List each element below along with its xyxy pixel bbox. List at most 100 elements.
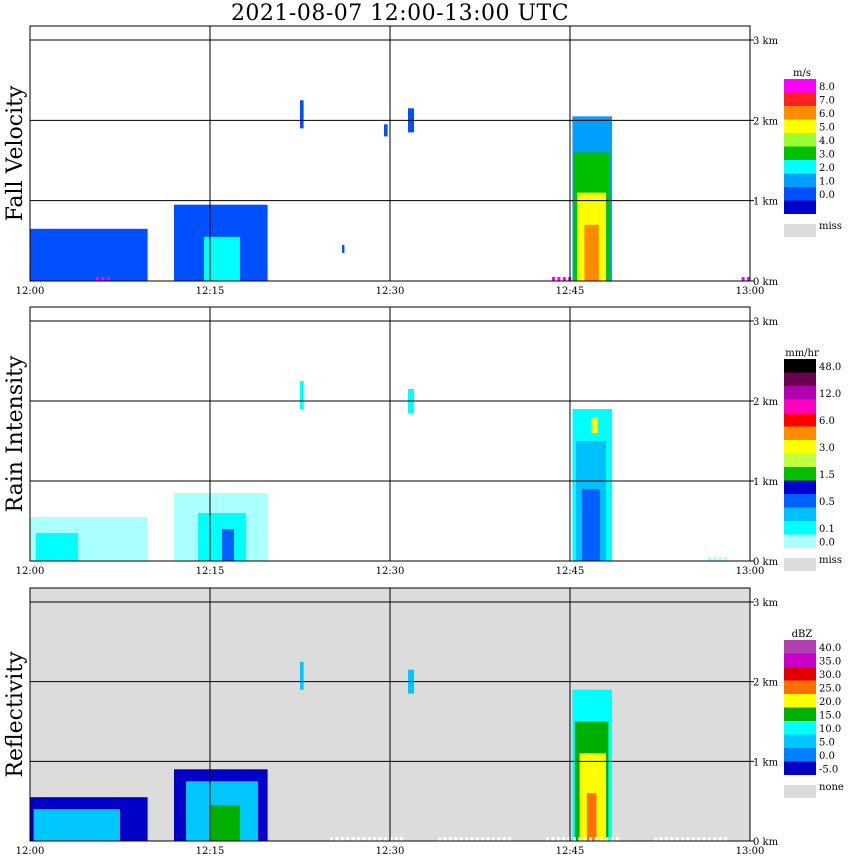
- surface-speckle: [610, 837, 614, 841]
- echo-cell: [30, 228, 148, 281]
- legend-label: 15.0: [819, 711, 841, 722]
- surface-speckle: [373, 837, 377, 841]
- echo-cell: [384, 124, 388, 137]
- surface-speckle: [670, 837, 674, 841]
- surface-speckle: [508, 837, 512, 841]
- surface-speckle: [486, 837, 490, 841]
- echo-cell: [204, 236, 240, 281]
- y-tick-label: 0 km: [753, 277, 779, 288]
- surface-speckle: [724, 837, 728, 841]
- legend-label: 0.0: [819, 190, 835, 201]
- y-tick-label: 1 km: [753, 757, 779, 768]
- surface-speckle: [718, 837, 722, 841]
- surface-speckle: [384, 837, 387, 841]
- surface-speckle: [578, 837, 582, 841]
- legend-label: 5.0: [819, 738, 835, 749]
- surface-speckle: [583, 837, 587, 841]
- legend-swatch: [784, 480, 816, 494]
- legend-swatch: [784, 534, 816, 548]
- y-tick-label: 3 km: [753, 36, 779, 47]
- surface-speckle: [443, 837, 447, 841]
- surface-speckle: [459, 837, 463, 841]
- surface-speckle: [492, 837, 495, 841]
- legend-miss-swatch: [784, 224, 816, 237]
- surface-speckle: [573, 837, 576, 841]
- surface-speckle: [502, 837, 506, 841]
- legend-label: 3.0: [819, 150, 835, 161]
- legend-swatch: [784, 440, 816, 454]
- legend-miss-label: none: [819, 782, 844, 793]
- surface-speckle: [475, 837, 479, 841]
- legend-label: 25.0: [819, 684, 841, 695]
- x-tick-label: 12:00: [16, 846, 45, 857]
- y-tick-label: 1 km: [753, 477, 779, 488]
- y-tick-label: 0 km: [753, 837, 779, 848]
- y-tick-label: 0 km: [753, 557, 779, 568]
- surface-speckle: [681, 837, 684, 841]
- legend-label: 0.0: [819, 751, 835, 762]
- surface-speckle: [702, 837, 706, 841]
- surface-speckle: [556, 837, 560, 841]
- legend-label: 30.0: [819, 670, 841, 681]
- legend-label: 7.0: [819, 96, 835, 107]
- echo-cell: [582, 489, 600, 561]
- legend-swatch: [784, 667, 816, 681]
- surface-speckle: [448, 837, 452, 841]
- chart-panel-3: [29, 587, 816, 842]
- legend-swatch: [784, 494, 816, 508]
- x-tick-label: 12:15: [196, 846, 225, 857]
- plot-frame: [29, 25, 751, 282]
- surface-speckle: [664, 837, 668, 841]
- echo-cell: [342, 244, 345, 253]
- legend-swatch: [784, 467, 816, 481]
- legend-swatch: [784, 106, 816, 120]
- surface-speckle: [605, 837, 609, 841]
- legend-label: 6.0: [819, 109, 835, 120]
- surface-speckle: [616, 837, 620, 841]
- legend-label: 0.0: [819, 538, 835, 549]
- legend-label: 2.0: [819, 163, 835, 174]
- legend-label: 6.0: [819, 416, 835, 427]
- surface-speckle: [708, 837, 711, 841]
- legend-label: 1.0: [819, 177, 835, 188]
- surface-speckle: [362, 837, 366, 841]
- y-tick-label: 2 km: [753, 116, 779, 127]
- surface-speckle: [724, 557, 728, 561]
- surface-speckle: [346, 837, 350, 841]
- x-tick-label: 12:30: [376, 286, 405, 297]
- x-tick-label: 12:45: [556, 846, 585, 857]
- legend-swatch: [784, 146, 816, 160]
- legend-swatch: [784, 200, 816, 214]
- echo-cell: [300, 381, 304, 409]
- surface-speckle: [741, 277, 745, 281]
- plot-frame: [29, 587, 751, 842]
- legend-label: 10.0: [819, 724, 841, 735]
- surface-speckle: [594, 837, 598, 841]
- legend-swatch: [784, 413, 816, 427]
- surface-speckle: [470, 837, 474, 841]
- y-tick-label: 3 km: [753, 317, 779, 328]
- surface-speckle: [718, 557, 722, 561]
- surface-speckle: [659, 837, 663, 841]
- surface-speckle: [713, 557, 717, 561]
- surface-speckle: [106, 277, 110, 281]
- legend-swatch: [784, 426, 816, 440]
- legend-swatch: [784, 399, 816, 413]
- surface-speckle: [96, 277, 99, 281]
- x-tick-label: 12:00: [16, 566, 45, 577]
- legend-label: 40.0: [819, 643, 841, 654]
- legend-swatch: [784, 187, 816, 201]
- y-tick-label: 2 km: [753, 678, 779, 689]
- x-tick-label: 12:00: [16, 286, 45, 297]
- x-tick-label: 13:00: [736, 286, 765, 297]
- legend-swatch: [784, 359, 816, 373]
- y-tick-label: 2 km: [753, 397, 779, 408]
- legend-label: 48.0: [819, 362, 841, 373]
- legend-label: 0.1: [819, 524, 835, 535]
- surface-speckle: [481, 837, 485, 841]
- surface-speckle: [708, 557, 711, 561]
- legend-swatch: [784, 79, 816, 93]
- legend-swatch: [784, 133, 816, 147]
- surface-speckle: [562, 837, 566, 841]
